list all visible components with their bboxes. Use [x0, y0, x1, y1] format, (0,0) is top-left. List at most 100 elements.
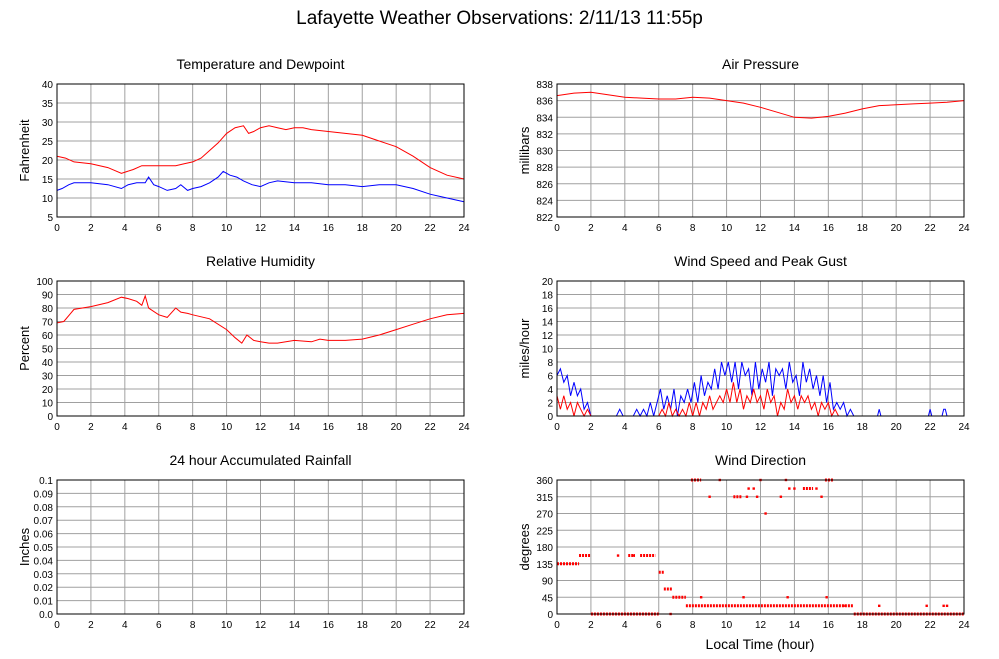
- humidity-x-tick-label: 14: [289, 422, 301, 433]
- pressure-y-tick-label: 832: [536, 130, 553, 141]
- rain-x-tick-label: 12: [255, 620, 267, 631]
- wind-y-tick-label: 14: [542, 318, 554, 329]
- direction-point: [616, 554, 620, 557]
- temp-x-tick-label: 10: [221, 223, 233, 234]
- direction-point: [786, 596, 789, 599]
- humidity-y-tick-label: 60: [42, 331, 54, 342]
- direction-point: [745, 495, 749, 498]
- direction-point: [779, 495, 783, 498]
- pressure-x-tick-label: 6: [656, 223, 662, 234]
- direction-y-tick-label: 90: [542, 577, 554, 588]
- humidity-frame: [56, 280, 465, 417]
- pressure-x-tick-label: 8: [690, 223, 696, 234]
- pressure-y-tick-label: 822: [536, 213, 553, 224]
- temp-x-tick-label: 8: [190, 223, 196, 234]
- temp-x-tick-label: 14: [289, 223, 301, 234]
- direction-x-tick-label: 18: [857, 620, 869, 631]
- direction-frame: [556, 479, 965, 615]
- rain-y-tick-label: 0.05: [34, 543, 54, 554]
- pressure-x-tick-label: 16: [823, 223, 835, 234]
- rain-x-tick-label: 2: [88, 620, 94, 631]
- pressure-x-tick-label: 2: [588, 223, 594, 234]
- wind-series-red: [556, 382, 964, 418]
- direction-y-tick-label: 360: [536, 476, 553, 487]
- direction-x-tick-label: 12: [755, 620, 767, 631]
- pressure-frame: [556, 83, 965, 218]
- pressure-x-tick-label: 14: [789, 223, 801, 234]
- temp-title: Temperature and Dewpoint: [176, 56, 344, 72]
- rain-title: 24 hour Accumulated Rainfall: [169, 452, 351, 468]
- rain-x-tick-label: 16: [323, 620, 335, 631]
- direction-y-tick-label: 135: [536, 560, 553, 571]
- wind-title: Wind Speed and Peak Gust: [674, 253, 847, 269]
- wind-y-tick-label: 2: [547, 399, 553, 410]
- humidity-y-tick-label: 90: [42, 291, 54, 302]
- wind-x-tick-label: 24: [958, 422, 970, 433]
- direction-x-tick-label: 4: [622, 620, 628, 631]
- rain-y-tick-label: 0.01: [34, 597, 54, 608]
- pressure-x-tick-label: 12: [755, 223, 767, 234]
- humidity-x-tick-label: 10: [221, 422, 233, 433]
- pressure-x-tick-label: 0: [554, 223, 560, 234]
- temp-y-tick-label: 25: [42, 137, 54, 148]
- rain-y-tick-label: 0.07: [34, 516, 54, 527]
- temp-frame: [56, 83, 465, 218]
- temp-x-tick-label: 24: [458, 223, 470, 234]
- direction-point: [752, 487, 755, 490]
- pressure-x-tick-label: 10: [721, 223, 733, 234]
- direction-x-tick-label: 2: [588, 620, 594, 631]
- direction-x-tick-label: 8: [690, 620, 696, 631]
- direction-point: [820, 495, 823, 498]
- direction-point: [793, 487, 796, 490]
- wind-x-tick-label: 14: [789, 422, 801, 433]
- direction-point: [815, 487, 818, 490]
- wind-x-tick-label: 0: [554, 422, 560, 433]
- pressure-title: Air Pressure: [722, 56, 799, 72]
- pressure-x-tick-label: 20: [891, 223, 903, 234]
- direction-y-axis-label: degrees: [517, 523, 532, 570]
- humidity-y-tick-label: 40: [42, 358, 54, 369]
- humidity-x-tick-label: 16: [323, 422, 335, 433]
- humidity-y-tick-label: 70: [42, 318, 54, 329]
- pressure-y-axis-label: millibars: [517, 126, 532, 174]
- humidity-y-tick-label: 10: [42, 399, 54, 410]
- rain-x-tick-label: 18: [357, 620, 369, 631]
- wind-x-tick-label: 18: [857, 422, 869, 433]
- temp-x-tick-label: 6: [156, 223, 162, 234]
- humidity-x-tick-label: 20: [391, 422, 403, 433]
- direction-y-tick-label: 45: [542, 593, 554, 604]
- rain-y-tick-label: 0.0: [39, 610, 53, 621]
- direction-x-tick-label: 10: [721, 620, 733, 631]
- direction-x-tick-label: 0: [554, 620, 560, 631]
- wind-x-tick-label: 20: [891, 422, 903, 433]
- direction-y-tick-label: 315: [536, 493, 553, 504]
- wind-y-tick-label: 20: [542, 277, 554, 288]
- rain-x-tick-label: 6: [156, 620, 162, 631]
- direction-x-tick-label: 14: [789, 620, 801, 631]
- rain-y-tick-label: 0.06: [34, 530, 54, 541]
- pressure-series-red: [556, 91, 965, 119]
- humidity-y-tick-label: 50: [42, 345, 54, 356]
- pressure-y-tick-label: 838: [536, 80, 553, 91]
- rain-x-tick-label: 8: [190, 620, 196, 631]
- rain-y-tick-label: 0.08: [34, 503, 54, 514]
- humidity-y-tick-label: 100: [36, 277, 53, 288]
- direction-x-tick-label: 24: [958, 620, 970, 631]
- temp-x-tick-label: 20: [391, 223, 403, 234]
- rain-x-tick-label: 22: [425, 620, 437, 631]
- wind-x-tick-label: 12: [755, 422, 767, 433]
- direction-point: [925, 604, 928, 608]
- direction-title: Wind Direction: [715, 452, 806, 468]
- humidity-y-tick-label: 0: [47, 412, 53, 423]
- temp-y-tick-label: 40: [42, 80, 54, 91]
- pressure-x-tick-label: 4: [622, 223, 628, 234]
- temp-y-tick-label: 35: [42, 99, 54, 110]
- pressure-y-tick-label: 828: [536, 163, 553, 174]
- temp-series-red: [56, 125, 465, 180]
